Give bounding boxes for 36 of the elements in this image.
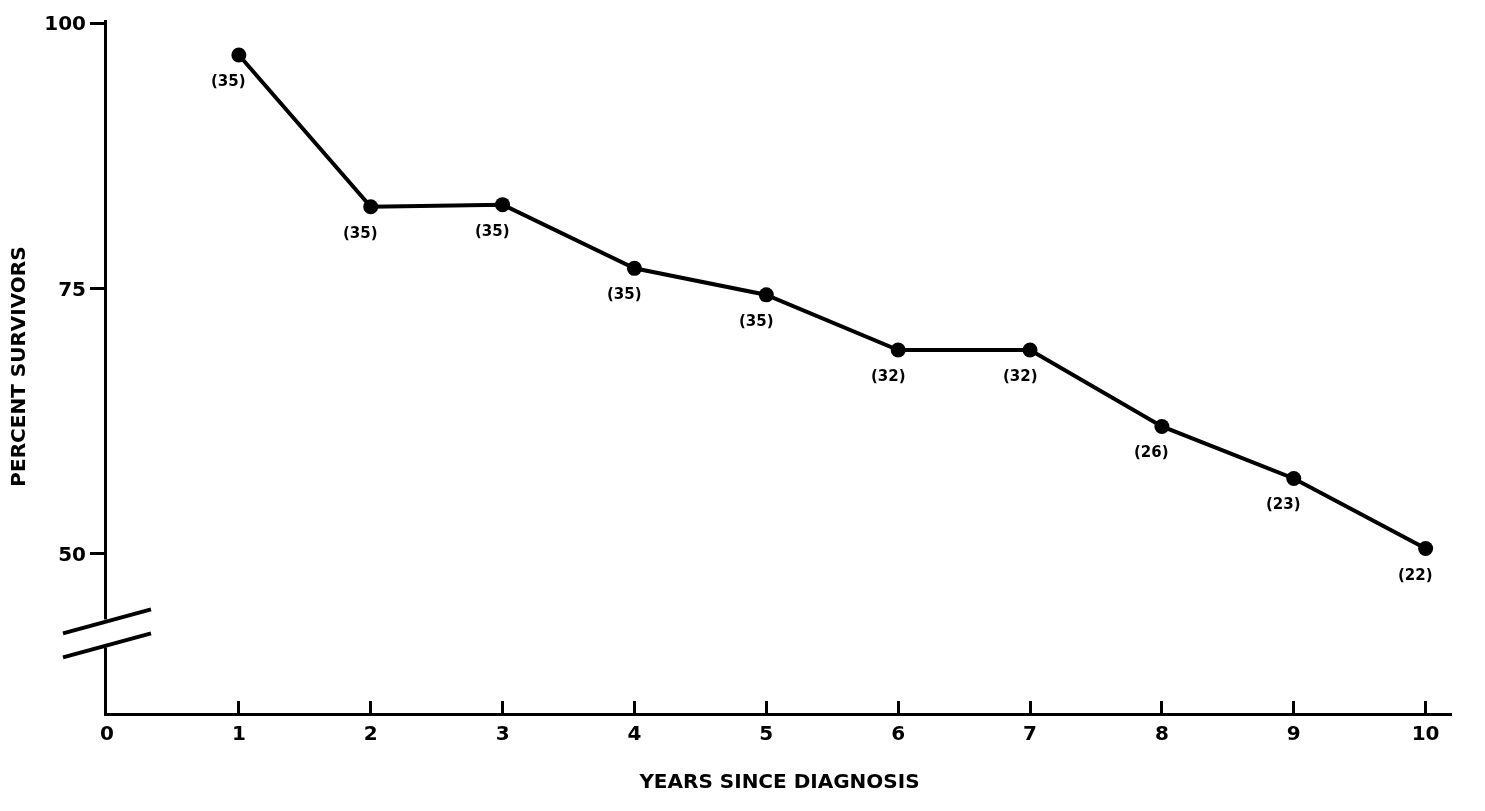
annotation: (23) bbox=[1266, 495, 1301, 513]
y-axis-title: PERCENT SURVIVORS bbox=[5, 246, 30, 487]
x-tick-label: 5 bbox=[759, 721, 774, 745]
annotation: (32) bbox=[871, 367, 906, 385]
annotation: (35) bbox=[739, 312, 774, 330]
y-tick-label: 100 bbox=[44, 11, 86, 36]
x-tick-label: 4 bbox=[627, 721, 642, 745]
x-tick-label: 9 bbox=[1286, 721, 1301, 745]
annotation: (35) bbox=[475, 222, 510, 240]
annotation: (22) bbox=[1398, 566, 1433, 584]
point bbox=[1154, 418, 1170, 434]
point bbox=[231, 47, 247, 63]
x-tick-label: 8 bbox=[1154, 721, 1169, 745]
x-tick-label: 3 bbox=[495, 721, 510, 745]
x-axis-title: YEARS SINCE DIAGNOSIS bbox=[638, 768, 920, 793]
annotation: (26) bbox=[1134, 443, 1169, 461]
annotation: (35) bbox=[211, 72, 246, 90]
x-tick-label: 7 bbox=[1023, 721, 1037, 745]
x-tick-label: 6 bbox=[891, 721, 906, 745]
y-tick-label: 75 bbox=[58, 276, 86, 301]
x-tick-label: 2 bbox=[363, 721, 378, 745]
x-tick-label: 0 bbox=[100, 721, 114, 745]
point bbox=[1022, 342, 1038, 358]
annotation: (32) bbox=[1003, 367, 1038, 385]
point bbox=[495, 197, 511, 213]
point bbox=[1286, 470, 1302, 486]
point bbox=[890, 342, 906, 358]
annotation: (35) bbox=[607, 285, 642, 303]
x-tick-label: 10 bbox=[1411, 721, 1440, 745]
point bbox=[626, 260, 642, 276]
y-tick-label: 50 bbox=[58, 541, 86, 566]
x-tick-label: 1 bbox=[231, 721, 246, 745]
point bbox=[1418, 541, 1434, 556]
point bbox=[363, 199, 379, 215]
point bbox=[758, 287, 774, 303]
annotation: (35) bbox=[343, 224, 378, 242]
